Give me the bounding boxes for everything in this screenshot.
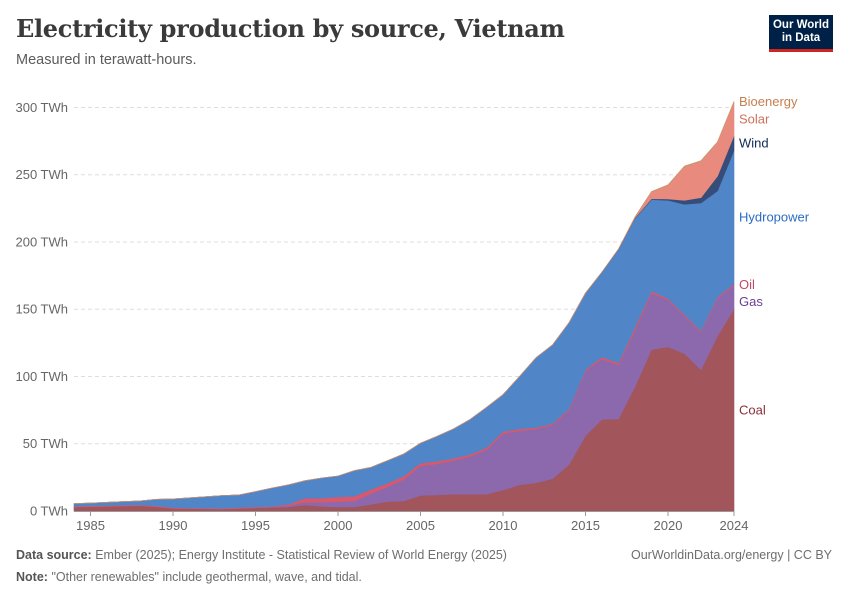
x-tick-label: 1995 <box>241 518 270 533</box>
chart-title: Electricity production by source, Vietna… <box>16 14 565 43</box>
gridlines <box>74 106 734 445</box>
owid-logo[interactable]: Our World in Data <box>769 15 833 52</box>
logo-line-1: Our World <box>772 19 829 31</box>
y-tick-label: 50 TWh <box>23 436 68 451</box>
area-series <box>73 101 735 512</box>
x-tick-label: 2000 <box>324 518 353 533</box>
data-source: Data source: Ember (2025); Energy Instit… <box>16 548 507 562</box>
y-tick-label: 250 TWh <box>15 167 68 182</box>
x-tick-label: 1990 <box>159 518 188 533</box>
legend-label-gas[interactable]: Gas <box>739 294 763 309</box>
logo-line-2: in Data <box>781 32 821 44</box>
axes: 0 TWh 50 TWh 100 TWh 150 TWh 200 TWh 250 TWh 3… <box>15 100 748 533</box>
owid-link[interactable]: OurWorldinData.org/energy | CC BY <box>630 548 832 562</box>
y-tick-label: 100 TWh <box>15 369 68 384</box>
source-label: Data source: <box>16 548 92 562</box>
y-tick-label: 300 TWh <box>15 100 68 115</box>
x-tick-label: 1985 <box>76 518 105 533</box>
x-tick-label: 2015 <box>571 518 600 533</box>
y-tick-label: 200 TWh <box>15 234 68 249</box>
legend-label-wind[interactable]: Wind <box>739 136 769 151</box>
y-tick-label: 0 TWh <box>30 504 68 519</box>
chart-subtitle: Measured in terawatt-hours. <box>16 52 197 68</box>
legend-label-oil[interactable]: Oil <box>739 277 755 292</box>
note-text: "Other renewables" include geothermal, w… <box>51 570 362 584</box>
y-tick-label: 150 TWh <box>15 302 68 317</box>
source-text[interactable]: Ember (2025); Energy Institute - Statist… <box>95 548 507 562</box>
legend-label-hydropower[interactable]: Hydropower <box>739 210 810 225</box>
legend-label-solar[interactable]: Solar <box>739 111 770 126</box>
x-tick-label: 2010 <box>489 518 518 533</box>
legend-label-coal[interactable]: Coal <box>739 403 766 418</box>
note: Note: "Other renewables" include geother… <box>16 570 362 584</box>
legend-label-bioenergy[interactable]: Bioenergy <box>739 94 798 109</box>
legend: Bioenergy Solar Wind Hydropower Oil Gas Coal <box>739 94 810 417</box>
x-tick-label: 2024 <box>720 518 749 533</box>
x-tick-label: 2020 <box>654 518 683 533</box>
note-label: Note: <box>16 570 48 584</box>
area-bioenergy[interactable] <box>73 101 735 504</box>
x-tick-label: 2005 <box>406 518 435 533</box>
